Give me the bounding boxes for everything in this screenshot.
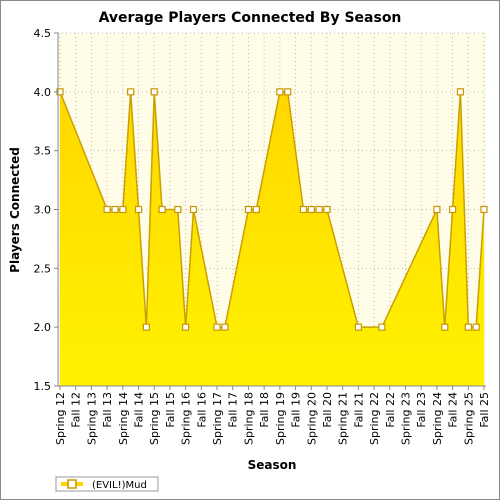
x-tick-label: Spring 25 [462, 392, 475, 445]
x-tick-label: Spring 12 [54, 392, 67, 445]
x-tick-label: Fall 22 [384, 392, 397, 428]
data-point-marker [119, 205, 127, 214]
y-tick-label: 4.5 [34, 27, 52, 40]
y-tick-label: 3.0 [34, 204, 52, 217]
data-point-marker [456, 88, 465, 96]
x-tick-label: Spring 17 [211, 392, 224, 445]
data-point-marker [315, 205, 323, 214]
y-tick-label: 2.5 [34, 262, 52, 275]
legend-label: (EVIL!)Mud [92, 480, 147, 491]
x-tick-label: Spring 18 [242, 392, 255, 445]
x-tick-label: Spring 22 [368, 392, 381, 445]
x-tick-label: Fall 12 [70, 392, 83, 428]
data-point-marker [252, 205, 260, 214]
x-tick-label: Fall 24 [447, 392, 460, 428]
chart-title: Average Players Connected By Season [99, 10, 402, 26]
x-tick-label: Fall 14 [133, 392, 146, 428]
data-point-marker [323, 205, 331, 214]
data-point-marker [448, 205, 457, 214]
series-area-fill [60, 91, 484, 386]
x-tick-label: Fall 16 [195, 392, 208, 428]
y-tick-label: 2.0 [34, 321, 52, 334]
x-axis-ticks: Spring 12 Fall 12 Spring 13 Fall 13 Spring 1… [54, 386, 491, 445]
data-point-marker [221, 323, 229, 331]
data-point-marker [433, 205, 441, 214]
x-tick-label: Spring 14 [117, 392, 130, 445]
data-point-marker [284, 88, 292, 96]
legend-marker-swatch [67, 479, 77, 489]
data-point-marker [441, 323, 449, 331]
y-tick-label: 1.5 [34, 380, 52, 393]
data-point-marker [213, 323, 221, 331]
data-point-marker [464, 323, 472, 331]
data-point-marker [244, 205, 253, 214]
x-tick-label: Fall 20 [321, 392, 334, 428]
x-tick-label: Fall 25 [478, 392, 491, 428]
data-point-marker [307, 205, 315, 214]
data-point-marker [480, 205, 488, 214]
data-point-marker [150, 88, 158, 96]
data-point-marker [103, 205, 111, 214]
legend-box [55, 476, 159, 492]
legend: (EVIL!)Mud [55, 476, 159, 492]
data-point-marker [378, 323, 386, 331]
y-tick-label: 4.0 [34, 86, 52, 99]
data-point-marker [182, 323, 190, 331]
x-tick-label: Spring 13 [85, 392, 98, 445]
x-tick-label: Fall 19 [290, 392, 303, 428]
data-point-marker [354, 323, 362, 331]
x-tick-label: Fall 18 [258, 392, 271, 428]
x-axis-title: Season [248, 458, 297, 472]
x-tick-label: Fall 17 [227, 392, 240, 428]
data-point-marker [299, 205, 308, 214]
data-point-marker [174, 205, 182, 214]
x-tick-label: Spring 21 [337, 392, 350, 445]
x-tick-label: Fall 21 [352, 392, 365, 428]
x-tick-label: Fall 15 [164, 392, 177, 428]
y-axis-ticks: 1.5 2.0 2.5 3.0 3.5 4.0 4.5 [34, 27, 58, 393]
x-tick-label: Spring 24 [431, 392, 444, 445]
data-point-marker [189, 205, 198, 214]
x-tick-label: Spring 19 [274, 392, 287, 445]
x-tick-label: Spring 23 [399, 392, 412, 445]
y-tick-label: 3.5 [34, 145, 52, 158]
x-tick-label: Fall 13 [101, 392, 114, 428]
data-point-marker [111, 205, 119, 214]
data-point-marker [472, 323, 480, 331]
data-point-marker [142, 323, 150, 331]
x-tick-label: Fall 23 [415, 392, 428, 428]
x-tick-label: Spring 20 [305, 392, 318, 445]
data-point-marker [276, 88, 284, 96]
series-markers [56, 88, 488, 331]
data-point-marker [158, 205, 166, 214]
data-point-marker [127, 88, 135, 96]
x-tick-label: Spring 15 [148, 392, 161, 445]
data-point-marker [134, 205, 143, 214]
x-tick-label: Spring 16 [180, 392, 193, 445]
y-axis-title: Players Connected [8, 147, 22, 273]
